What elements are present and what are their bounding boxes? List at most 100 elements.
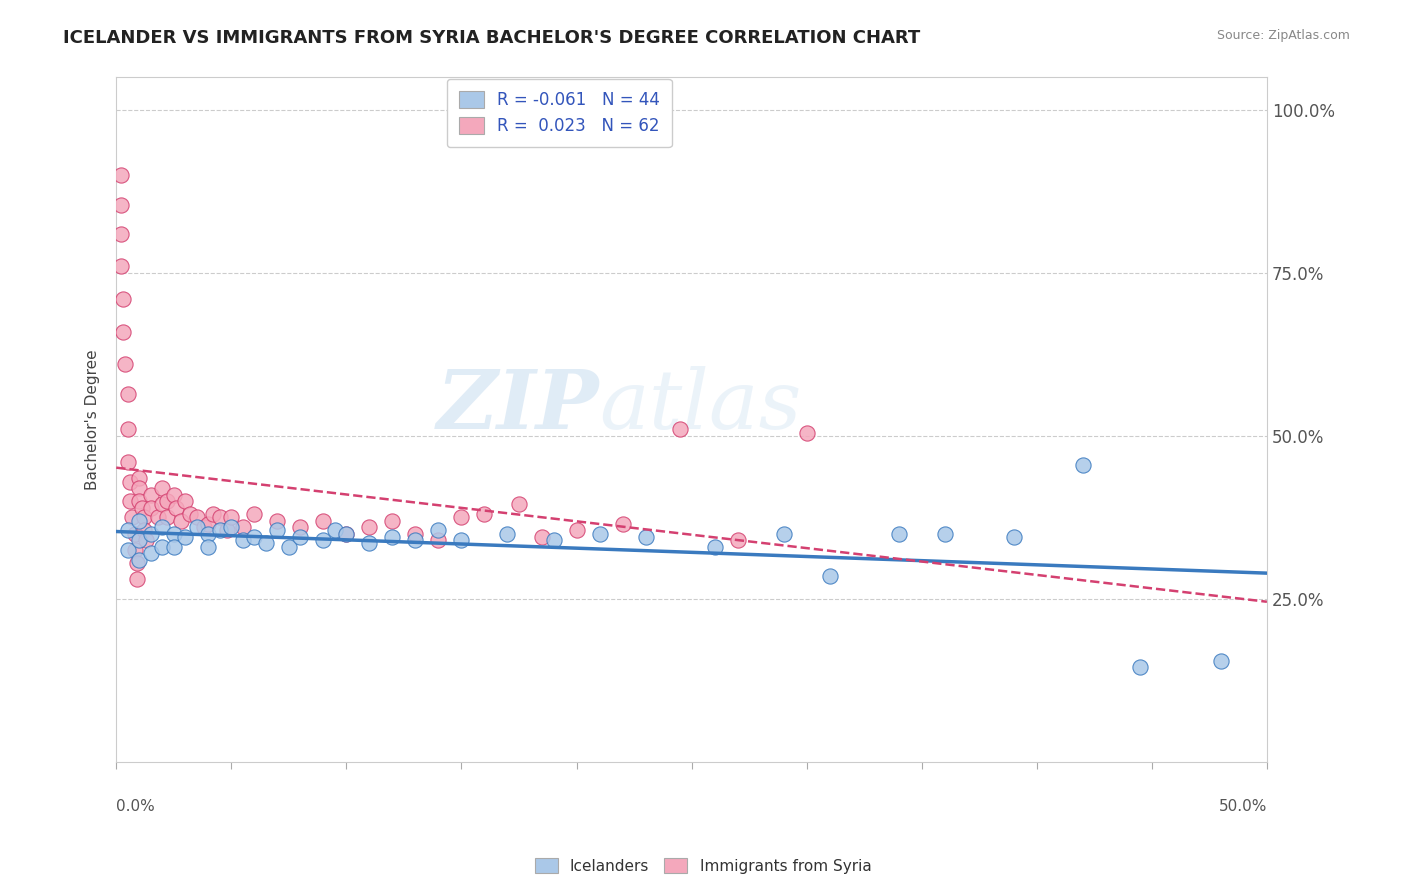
Point — [150, 520, 173, 534]
Text: atlas: atlas — [599, 366, 801, 446]
Point — [197, 526, 219, 541]
Point — [112, 292, 135, 306]
Point — [110, 260, 132, 274]
Point — [243, 530, 266, 544]
Point — [128, 514, 150, 528]
Point — [323, 524, 346, 538]
Point — [1071, 458, 1094, 473]
Point — [156, 510, 179, 524]
Point — [496, 526, 519, 541]
Point — [174, 530, 197, 544]
Point — [427, 524, 450, 538]
Point — [120, 475, 142, 489]
Point — [170, 514, 193, 528]
Point — [474, 507, 496, 521]
Text: Source: ZipAtlas.com: Source: ZipAtlas.com — [1216, 29, 1350, 42]
Point — [156, 494, 179, 508]
Point — [117, 524, 139, 538]
Point — [135, 533, 157, 548]
Point — [221, 510, 243, 524]
Point — [934, 526, 956, 541]
Point — [887, 526, 910, 541]
Point — [703, 540, 725, 554]
Point — [110, 168, 132, 182]
Point — [312, 514, 335, 528]
Point — [110, 227, 132, 241]
Point — [128, 553, 150, 567]
Point — [404, 533, 426, 548]
Point — [221, 520, 243, 534]
Text: ZIP: ZIP — [437, 366, 599, 446]
Point — [124, 543, 146, 558]
Point — [186, 510, 208, 524]
Point — [139, 500, 162, 515]
Point — [150, 481, 173, 495]
Point — [381, 530, 404, 544]
Point — [450, 510, 472, 524]
Point — [110, 197, 132, 211]
Point — [669, 422, 692, 436]
Point — [201, 507, 224, 521]
Point — [588, 526, 610, 541]
Point — [381, 514, 404, 528]
Point — [128, 481, 150, 495]
Point — [1209, 654, 1232, 668]
Point — [266, 524, 288, 538]
Point — [163, 540, 186, 554]
Point — [117, 455, 139, 469]
Text: 0.0%: 0.0% — [117, 799, 155, 814]
Point — [139, 546, 162, 560]
Point — [290, 530, 312, 544]
Point — [1129, 660, 1152, 674]
Point — [232, 520, 254, 534]
Point — [359, 536, 381, 550]
Point — [530, 530, 553, 544]
Point — [197, 540, 219, 554]
Point — [174, 494, 197, 508]
Point — [266, 514, 288, 528]
Point — [114, 357, 136, 371]
Point — [117, 543, 139, 558]
Point — [128, 471, 150, 485]
Point — [215, 524, 238, 538]
Point — [727, 533, 749, 548]
Point — [121, 510, 143, 524]
Point — [277, 540, 299, 554]
Point — [112, 325, 135, 339]
Point — [208, 524, 231, 538]
Point — [179, 507, 201, 521]
Point — [1002, 530, 1025, 544]
Point — [117, 422, 139, 436]
Point — [290, 520, 312, 534]
Point — [232, 533, 254, 548]
Point — [150, 497, 173, 511]
Point — [125, 572, 148, 586]
Point — [128, 533, 150, 548]
Point — [163, 487, 186, 501]
Point — [565, 524, 588, 538]
Point — [612, 516, 634, 531]
Point — [243, 507, 266, 521]
Point — [186, 520, 208, 534]
Point — [120, 494, 142, 508]
Point — [139, 487, 162, 501]
Point — [193, 520, 215, 534]
Point — [128, 494, 150, 508]
Point — [124, 526, 146, 541]
Point — [450, 533, 472, 548]
Text: ICELANDER VS IMMIGRANTS FROM SYRIA BACHELOR'S DEGREE CORRELATION CHART: ICELANDER VS IMMIGRANTS FROM SYRIA BACHE… — [63, 29, 921, 46]
Y-axis label: Bachelor's Degree: Bachelor's Degree — [86, 350, 100, 490]
Point — [543, 533, 565, 548]
Point — [312, 533, 335, 548]
Point — [818, 569, 841, 583]
Point — [427, 533, 450, 548]
Point — [139, 526, 162, 541]
Point — [125, 556, 148, 570]
Legend: Icelanders, Immigrants from Syria: Icelanders, Immigrants from Syria — [529, 852, 877, 880]
Point — [404, 526, 426, 541]
Point — [146, 510, 169, 524]
Point — [131, 500, 153, 515]
Point — [150, 540, 173, 554]
Point — [163, 526, 186, 541]
Point — [117, 386, 139, 401]
